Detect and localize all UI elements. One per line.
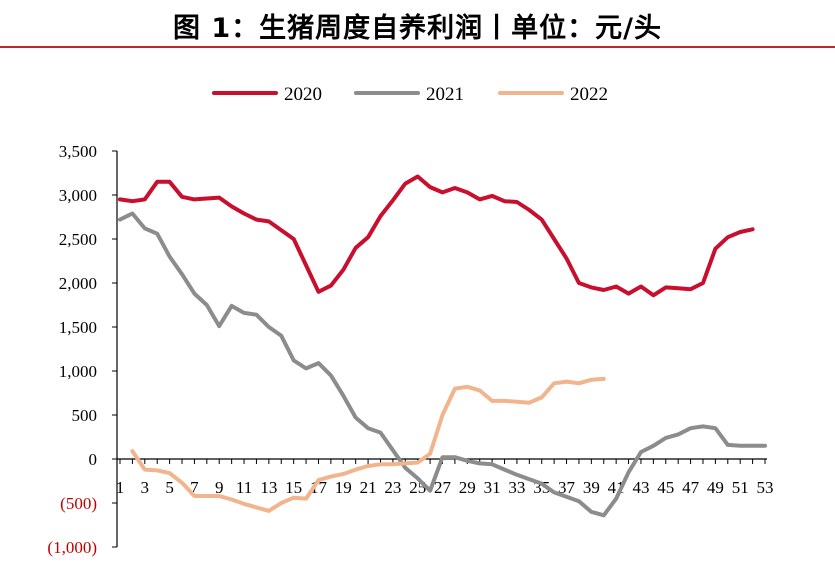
x-tick-label: 3 bbox=[141, 478, 150, 497]
series-line-2022 bbox=[130, 376, 606, 513]
title-underline bbox=[0, 46, 835, 48]
x-tick-label: 9 bbox=[215, 478, 224, 497]
y-tick-label: 1,000 bbox=[59, 362, 97, 381]
legend-label-2020: 2020 bbox=[284, 84, 322, 105]
x-tick-label: 23 bbox=[384, 478, 401, 497]
x-tick-label: 11 bbox=[236, 478, 252, 497]
x-tick-label: 49 bbox=[707, 478, 724, 497]
axes: 3,500 3,000 2,500 2,000 1,500 1,000 500 0 (500) (… bbox=[47, 142, 773, 557]
y-tick-label: 2,500 bbox=[59, 230, 97, 249]
y-tick-label: 3,500 bbox=[59, 142, 97, 161]
x-tick-label: 5 bbox=[165, 478, 174, 497]
series-line-2021 bbox=[118, 211, 767, 518]
legend: 2020 2021 2022 bbox=[212, 84, 608, 105]
series-line-2020 bbox=[118, 174, 755, 298]
y-tick-label: 0 bbox=[89, 450, 98, 469]
x-tick-label: 37 bbox=[558, 478, 576, 497]
x-tick-label: 1 bbox=[116, 478, 125, 497]
x-tick-label: 7 bbox=[190, 478, 199, 497]
x-tick-label: 43 bbox=[632, 478, 649, 497]
x-tick-label: 13 bbox=[260, 478, 277, 497]
x-tick-label: 19 bbox=[335, 478, 352, 497]
x-tick-label: 39 bbox=[583, 478, 600, 497]
x-tick-label: 15 bbox=[285, 478, 302, 497]
x-tick-label: 29 bbox=[459, 478, 476, 497]
y-tick-label: 2,000 bbox=[59, 274, 97, 293]
y-tick-label: 500 bbox=[72, 406, 98, 425]
y-tick-label: 1,500 bbox=[59, 318, 97, 337]
x-tick-label: 21 bbox=[360, 478, 377, 497]
legend-label-2022: 2022 bbox=[570, 84, 608, 105]
series-lines bbox=[118, 174, 767, 518]
y-tick-label: (1,000) bbox=[47, 538, 97, 557]
chart-title: 图 1：生猪周度自养利润丨单位：元/头 bbox=[172, 13, 663, 44]
x-tick-label: 47 bbox=[682, 478, 700, 497]
x-tick-label: 27 bbox=[434, 478, 452, 497]
legend-label-2021: 2021 bbox=[426, 84, 464, 105]
x-tick-label: 53 bbox=[757, 478, 774, 497]
x-tick-label: 45 bbox=[657, 478, 674, 497]
y-tick-label: (500) bbox=[60, 494, 97, 513]
x-tick-label: 31 bbox=[484, 478, 501, 497]
x-tick-label: 33 bbox=[508, 478, 525, 497]
y-tick-label: 3,000 bbox=[59, 186, 97, 205]
x-tick-label: 51 bbox=[732, 478, 749, 497]
